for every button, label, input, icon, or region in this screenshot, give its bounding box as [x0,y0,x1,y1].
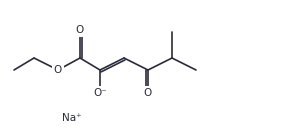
Text: Na⁺: Na⁺ [62,113,82,123]
Text: O: O [54,65,62,75]
Text: O⁻: O⁻ [93,88,107,98]
Text: O: O [144,88,152,98]
Text: O: O [76,25,84,35]
